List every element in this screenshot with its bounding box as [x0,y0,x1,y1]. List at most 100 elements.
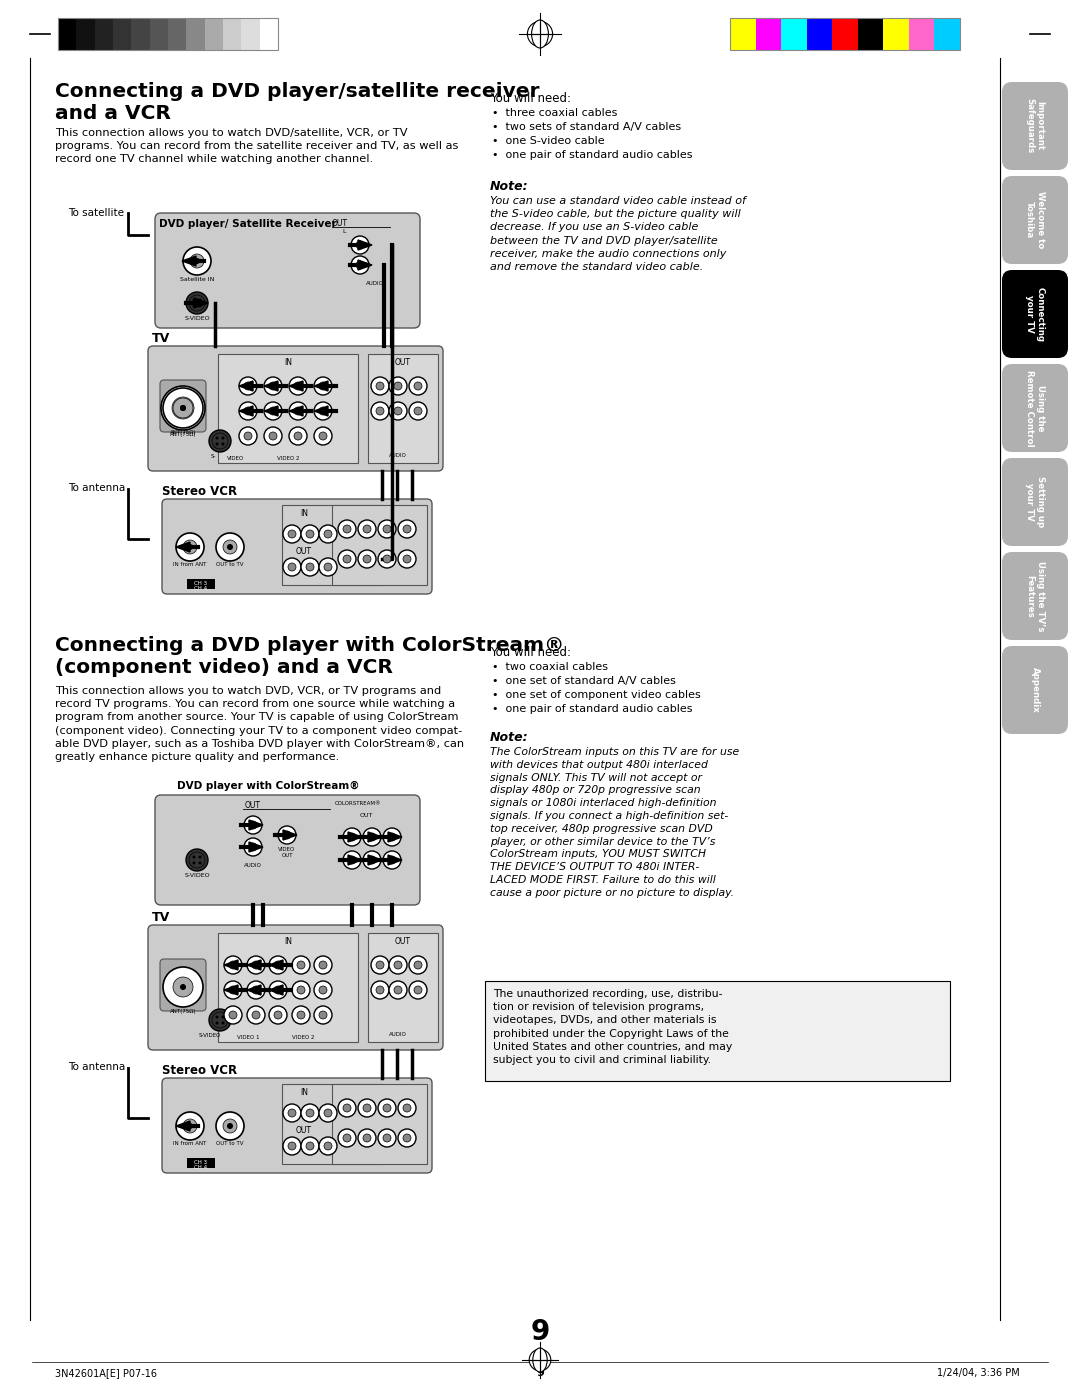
Circle shape [314,376,332,395]
Text: This connection allows you to watch DVD/satellite, VCR, or TV
programs. You can : This connection allows you to watch DVD/… [55,128,458,164]
Circle shape [324,530,332,538]
Circle shape [409,981,427,999]
Text: To antenna: To antenna [68,1062,125,1072]
Polygon shape [289,381,303,390]
Circle shape [252,986,260,994]
Circle shape [189,296,205,311]
Text: DVD player/ Satellite Receiver: DVD player/ Satellite Receiver [159,219,337,229]
Text: IN from ANT: IN from ANT [173,562,206,567]
Bar [368,933,438,1041]
Polygon shape [239,406,253,415]
Circle shape [294,432,302,441]
FancyBboxPatch shape [1002,459,1068,546]
Text: AUDIO: AUDIO [389,453,407,459]
Text: Connecting a DVD player with ColorStream®: Connecting a DVD player with ColorStream… [55,636,564,655]
Circle shape [288,1110,296,1117]
Text: OUT: OUT [296,546,312,556]
Text: OUT: OUT [395,358,411,367]
Circle shape [199,861,202,864]
Circle shape [183,247,211,275]
Circle shape [229,1011,237,1019]
Polygon shape [176,542,190,552]
Bar [282,505,382,585]
Polygon shape [247,960,261,970]
Circle shape [378,1098,396,1117]
Circle shape [264,401,282,420]
Bar [282,1085,382,1164]
Circle shape [210,1009,231,1032]
Text: To satellite: To satellite [68,208,124,217]
Text: OUT: OUT [395,937,411,947]
Circle shape [216,1015,218,1019]
Text: 1/24/04, 3:36 PM: 1/24/04, 3:36 PM [937,1368,1020,1379]
Text: Stereo VCR: Stereo VCR [162,485,238,498]
Text: Stereo VCR: Stereo VCR [162,1064,238,1078]
FancyBboxPatch shape [1002,364,1068,452]
Circle shape [363,850,381,868]
Bar [730,18,756,50]
Circle shape [244,382,252,390]
Text: TV: TV [152,332,171,344]
Circle shape [301,558,319,576]
Circle shape [383,1133,391,1142]
Circle shape [163,388,203,428]
Circle shape [244,838,262,856]
Circle shape [372,981,389,999]
FancyBboxPatch shape [160,959,206,1011]
Circle shape [186,849,208,871]
Circle shape [376,407,384,415]
Circle shape [383,850,401,868]
Bar [132,18,150,50]
Circle shape [319,526,337,544]
Circle shape [343,1104,351,1112]
Circle shape [403,526,411,533]
Bar [187,1158,215,1168]
Circle shape [264,427,282,445]
Circle shape [376,960,384,969]
Circle shape [173,399,193,418]
Bar [187,579,215,590]
Ellipse shape [531,20,549,47]
Text: S-VIDEO: S-VIDEO [185,316,210,321]
FancyBboxPatch shape [156,213,420,328]
Circle shape [192,861,195,864]
Circle shape [389,956,407,974]
Circle shape [314,1006,332,1025]
Circle shape [338,551,356,567]
Bar [730,18,960,50]
Circle shape [173,977,193,997]
Text: OUT: OUT [245,802,261,810]
Circle shape [176,533,204,560]
Circle shape [409,401,427,420]
Circle shape [274,1011,282,1019]
Polygon shape [224,960,238,970]
Bar [241,18,260,50]
Circle shape [394,960,402,969]
Circle shape [388,834,396,841]
Circle shape [394,407,402,415]
Circle shape [283,831,291,839]
Bar [58,18,77,50]
Polygon shape [247,986,261,995]
Bar [218,933,357,1041]
Circle shape [368,856,376,864]
Circle shape [288,530,296,538]
Ellipse shape [532,1348,548,1372]
Circle shape [319,960,327,969]
Text: •  one set of standard A/V cables: • one set of standard A/V cables [492,676,676,686]
Circle shape [383,555,391,563]
Circle shape [222,1119,237,1133]
Circle shape [288,563,296,572]
Bar [883,18,909,50]
Circle shape [192,298,195,301]
Text: CH 3: CH 3 [194,1160,207,1165]
Bar [332,1085,427,1164]
Circle shape [216,1112,244,1140]
Text: ANT(75Ω): ANT(75Ω) [170,1009,197,1013]
FancyBboxPatch shape [1002,552,1068,640]
Text: The ColorStream inputs on this TV are for use
with devices that output 480i inte: The ColorStream inputs on this TV are fo… [490,747,739,898]
Circle shape [244,432,252,441]
Circle shape [222,539,237,553]
Circle shape [301,1138,319,1156]
Circle shape [289,401,307,420]
